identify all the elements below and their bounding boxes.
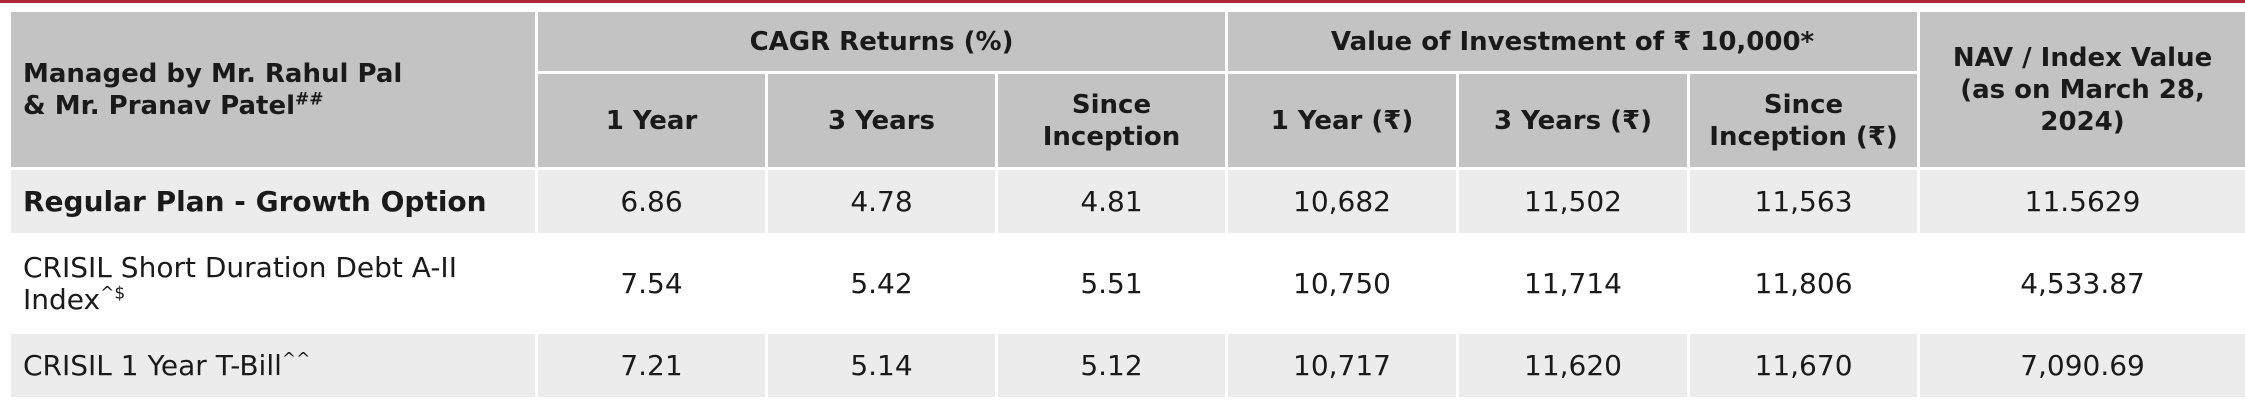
value-group-header: Value of Investment of ₹ 10,000* xyxy=(1225,9,1921,74)
cagr-3-years-cell: 5.42 xyxy=(765,233,998,334)
manager-footnote-mark: ## xyxy=(295,88,324,109)
cagr-1-year-cell: 7.21 xyxy=(535,331,768,400)
top-accent-line xyxy=(0,0,2245,3)
row-label: CRISIL Short Duration Debt A-II Index^$ xyxy=(8,233,538,334)
nav-header-line-1: NAV / Index Value xyxy=(1952,42,2213,73)
fund-manager-header: Managed by Mr. Rahul Pal & Mr. Pranav Pa… xyxy=(8,9,538,170)
table-row: Regular Plan - Growth Option 6.86 4.78 4… xyxy=(8,167,2245,236)
value-3-years-cell: 11,620 xyxy=(1456,331,1691,400)
cagr-since-inception-cell: 5.51 xyxy=(994,233,1229,334)
value-1-year-cell: 10,682 xyxy=(1225,167,1460,236)
cagr-1-year-cell: 6.86 xyxy=(535,167,768,236)
cagr-3-years-header: 3 Years xyxy=(765,71,998,170)
cagr-since-inception-header: Since Inception xyxy=(994,71,1229,170)
header-row-periods: 1 Year 3 Years Since Inception 1 Year (₹)… xyxy=(10,71,2245,170)
row-label: CRISIL 1 Year T-Bill^^ xyxy=(8,331,538,400)
value-3-years-header: 3 Years (₹) xyxy=(1456,71,1691,170)
nav-cell: 11.5629 xyxy=(1917,167,2245,236)
nav-header-line-2: (as on March 28, xyxy=(1960,74,2205,105)
nav-cell: 4,533.87 xyxy=(1917,233,2245,334)
cagr-3-years-cell: 5.14 xyxy=(765,331,998,400)
cagr-since-inception-cell: 4.81 xyxy=(994,167,1229,236)
value-3-years-cell: 11,502 xyxy=(1456,167,1691,236)
value-since-inception-cell: 11,670 xyxy=(1687,331,1921,400)
cagr-since-inception-cell: 5.12 xyxy=(994,331,1229,400)
value-since-inception-cell: 11,806 xyxy=(1687,233,1921,334)
cagr-1-year-header: 1 Year xyxy=(535,71,768,170)
manager-line-1: Managed by Mr. Rahul Pal xyxy=(23,58,403,89)
performance-table: Managed by Mr. Rahul Pal & Mr. Pranav Pa… xyxy=(8,9,2245,400)
manager-line-2: & Mr. Pranav Patel xyxy=(23,90,295,121)
nav-header: NAV / Index Value (as on March 28, 2024) xyxy=(1917,9,2245,170)
value-since-inception-cell: 11,563 xyxy=(1687,167,1921,236)
header-row-groups: Managed by Mr. Rahul Pal & Mr. Pranav Pa… xyxy=(8,9,2245,170)
nav-cell: 7,090.69 xyxy=(1917,331,2245,400)
table-row: CRISIL 1 Year T-Bill^^ 7.21 5.14 5.12 10… xyxy=(8,331,2245,400)
value-since-inception-header: Since Inception (₹) xyxy=(1687,71,1921,170)
nav-header-line-3: 2024) xyxy=(2040,106,2125,137)
row-label: Regular Plan - Growth Option xyxy=(8,167,538,236)
cagr-group-header: CAGR Returns (%) xyxy=(534,9,1229,74)
value-1-year-header: 1 Year (₹) xyxy=(1225,71,1460,170)
cagr-3-years-cell: 4.78 xyxy=(765,167,998,236)
cagr-1-year-cell: 7.54 xyxy=(535,233,768,334)
value-1-year-cell: 10,750 xyxy=(1225,233,1460,334)
value-1-year-cell: 10,717 xyxy=(1225,331,1460,400)
table-row: CRISIL Short Duration Debt A-II Index^$ … xyxy=(8,233,2245,334)
value-3-years-cell: 11,714 xyxy=(1456,233,1691,334)
